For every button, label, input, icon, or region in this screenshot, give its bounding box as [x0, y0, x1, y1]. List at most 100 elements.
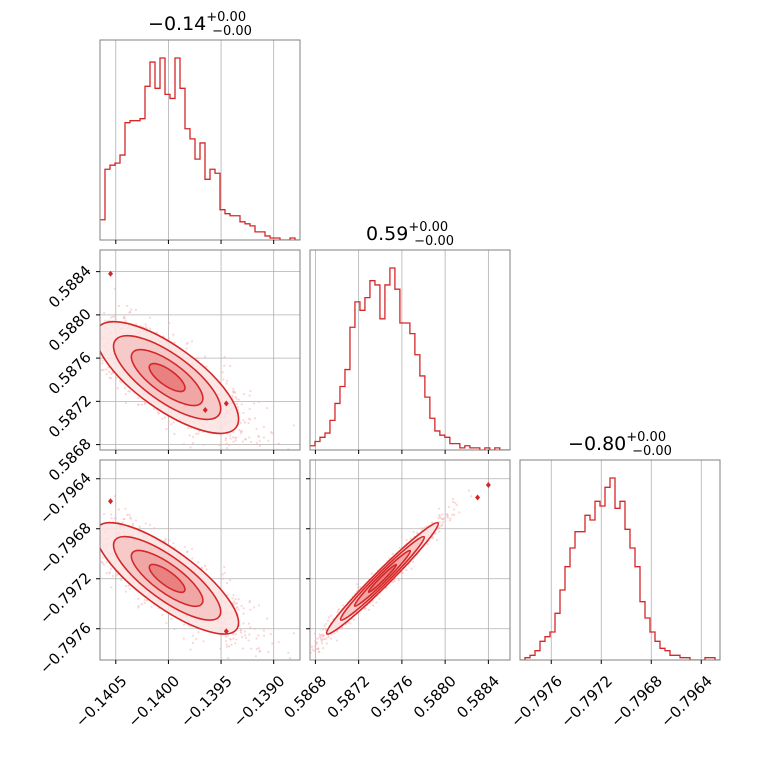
sample-point: [186, 550, 189, 553]
sample-point: [235, 397, 238, 400]
sample-point: [94, 542, 96, 544]
sample-point: [316, 647, 319, 651]
sample-point: [313, 649, 316, 652]
sample-point: [242, 622, 245, 625]
sample-point: [239, 629, 243, 632]
sample-point: [197, 631, 200, 634]
sample-point: [117, 508, 121, 511]
sample-point: [78, 504, 80, 506]
sample-point: [226, 446, 229, 450]
sample-point: [96, 570, 98, 572]
sample-point: [192, 634, 195, 637]
sample-point: [441, 513, 444, 516]
y-tick-label-param-1: 0.5876: [45, 348, 95, 398]
sample-point: [122, 518, 125, 521]
sample-point: [222, 577, 225, 580]
sample-point: [409, 537, 412, 540]
sample-point: [228, 364, 232, 368]
sample-point: [124, 584, 127, 587]
sample-point: [110, 372, 113, 375]
sample-point: [438, 515, 441, 518]
sample-point: [269, 632, 272, 636]
outlier-marker: [223, 628, 229, 635]
sample-point: [137, 605, 140, 608]
sample-point: [105, 373, 108, 376]
sample-point: [97, 323, 99, 325]
sample-point: [165, 428, 168, 431]
sample-point: [94, 561, 96, 563]
sample-point: [250, 647, 253, 650]
sample-point: [131, 524, 135, 527]
sample-point: [129, 308, 133, 311]
sample-point: [93, 339, 95, 341]
sample-point: [128, 513, 131, 516]
sample-point: [134, 308, 138, 312]
sample-point: [232, 387, 235, 390]
sample-point: [94, 339, 96, 341]
sample-point: [95, 350, 97, 352]
histogram-param-0: [100, 57, 300, 240]
sample-point: [442, 521, 445, 524]
sample-point: [150, 605, 153, 608]
sample-point: [342, 604, 345, 607]
title-lower-error: −0.00: [212, 24, 252, 39]
sample-point: [89, 330, 91, 332]
sample-point: [129, 516, 132, 519]
sample-point: [315, 640, 318, 644]
sample-point: [262, 629, 266, 632]
sample-point: [228, 578, 232, 582]
x-tick-label-param-1: 0.5876: [367, 672, 417, 722]
sample-point: [126, 304, 129, 307]
x-tick-label-param-1: 0.5880: [410, 672, 460, 722]
sample-point: [102, 311, 106, 315]
sample-point: [371, 604, 375, 607]
panel-frame: [99, 459, 301, 661]
sample-point: [232, 440, 235, 443]
scatter-0-1: [89, 270, 295, 450]
sample-point: [153, 527, 156, 530]
sample-point: [434, 532, 437, 535]
sample-point: [183, 545, 186, 548]
sample-point: [356, 586, 360, 589]
sample-point: [229, 637, 232, 641]
sample-point: [95, 353, 97, 355]
sample-point: [236, 606, 239, 609]
sample-point: [435, 538, 439, 542]
sample-point: [438, 530, 441, 533]
title-value: 0.59: [366, 223, 408, 245]
sample-point: [134, 519, 138, 522]
sample-point: [167, 337, 170, 340]
sample-point: [93, 548, 95, 550]
sample-point: [229, 434, 232, 437]
sample-point: [195, 432, 198, 435]
sample-point: [242, 411, 245, 415]
sample-point: [240, 635, 244, 639]
sample-point: [287, 651, 290, 654]
sample-point: [148, 523, 152, 526]
sample-point: [96, 304, 98, 306]
sample-point: [109, 567, 113, 571]
outlier-marker: [485, 482, 491, 488]
sample-point: [253, 627, 257, 630]
sample-point: [116, 387, 119, 390]
sample-point: [161, 417, 164, 420]
sample-point: [318, 635, 321, 638]
sample-point: [310, 645, 314, 648]
title-lower-error: −0.00: [632, 444, 672, 459]
sample-point: [113, 287, 116, 290]
sample-point: [95, 542, 97, 544]
sample-point: [232, 391, 235, 395]
sample-point: [96, 380, 98, 382]
sample-point: [168, 321, 171, 325]
sample-point: [218, 443, 221, 447]
sample-point: [250, 440, 253, 444]
sample-point: [257, 634, 260, 637]
sample-point: [453, 508, 456, 511]
sample-point: [113, 517, 116, 520]
sample-point: [237, 608, 240, 611]
sample-point: [235, 402, 239, 405]
sample-point: [405, 538, 408, 542]
sample-point: [327, 635, 330, 639]
sample-point: [318, 651, 321, 654]
y-tick-label-param-2: −0.7972: [36, 569, 95, 628]
